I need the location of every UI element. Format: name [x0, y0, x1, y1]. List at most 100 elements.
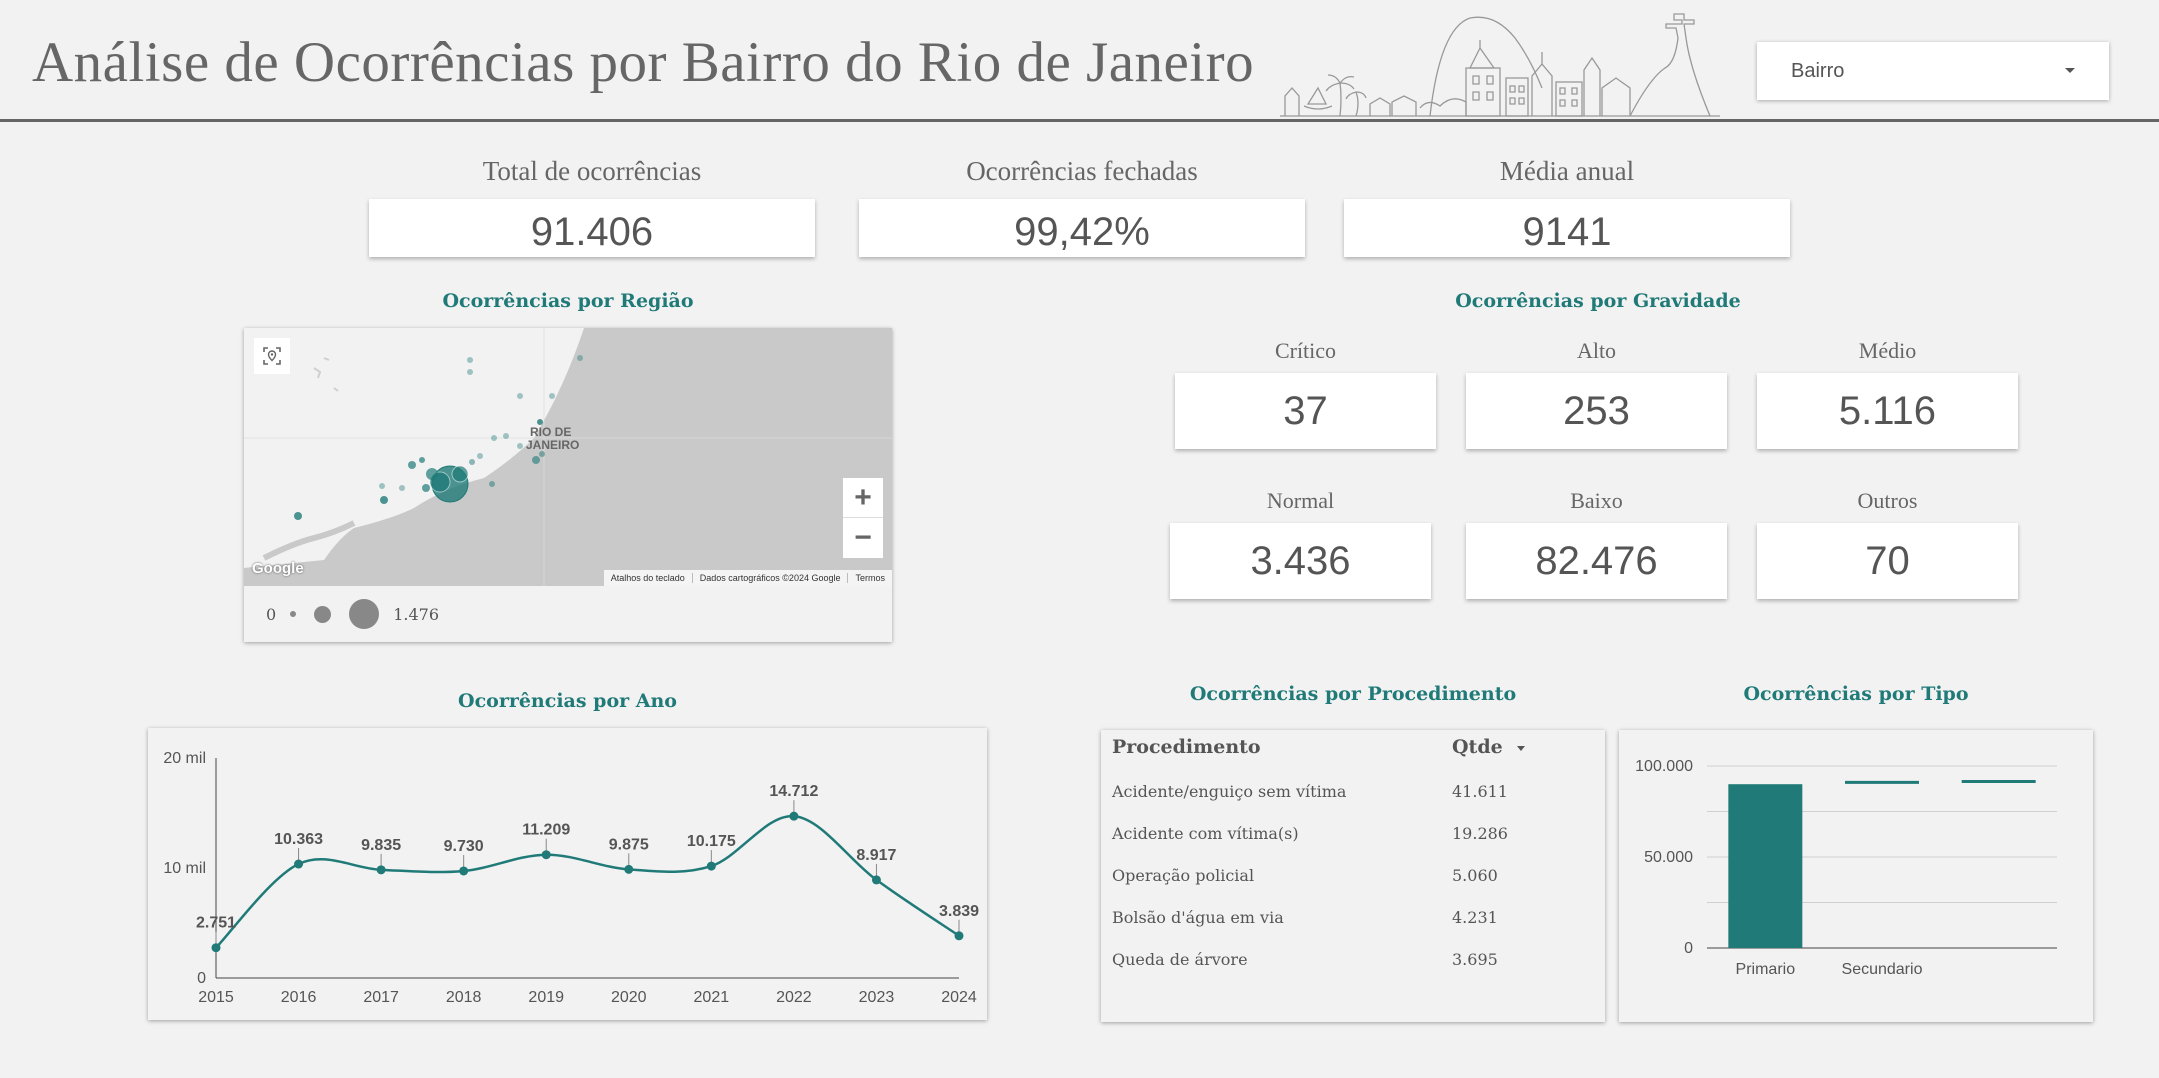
map-section-title: Ocorrências por Região: [442, 290, 694, 312]
legend-bubble-medium: [314, 605, 332, 623]
severity-outros: Outros 70: [1757, 488, 2018, 599]
locate-icon: [263, 347, 281, 365]
gravidade-section-title: Ocorrências por Gravidade: [1455, 290, 1741, 312]
locate-me-button[interactable]: [254, 338, 290, 374]
y-tick-label: 50.000: [1644, 849, 1693, 866]
data-label: 14.712: [769, 783, 818, 800]
severity-value: 37: [1175, 373, 1436, 449]
cell-qtde: 4.231: [1452, 908, 1498, 927]
data-point: [376, 865, 386, 875]
data-point: [789, 811, 799, 821]
map-size-legend: 0 1.476: [244, 586, 892, 642]
zoom-in-button[interactable]: +: [843, 478, 883, 518]
cell-procedimento: Acidente/enguiço sem vítima: [1112, 782, 1347, 801]
zoom-out-button[interactable]: −: [843, 518, 883, 558]
table-row[interactable]: Acidente/enguiço sem vítima 41.611: [1101, 774, 1605, 816]
map-place-label: JANEIRO: [526, 438, 579, 452]
data-point: [211, 943, 221, 953]
sort-desc-icon: [1517, 745, 1526, 751]
severity-value: 3.436: [1170, 523, 1431, 599]
bar-chart-panel: 0 50.000 100.000 Primario Secundario: [1619, 730, 2093, 1022]
table-row[interactable]: Bolsão d'água em via 4.231: [1101, 900, 1605, 942]
cell-procedimento: Acidente com vítima(s): [1112, 824, 1299, 843]
x-tick-label: 2015: [198, 989, 234, 1006]
tipo-section-title: Ocorrências por Tipo: [1743, 683, 1969, 705]
x-tick-label: 2019: [528, 989, 564, 1006]
table-body: Acidente/enguiço sem vítima 41.611 Acide…: [1101, 774, 1605, 984]
kpi-label: Média anual: [1499, 156, 1635, 186]
map-place-label: RIO DE: [530, 425, 571, 439]
severity-medio: Médio 5.116: [1757, 338, 2018, 449]
column-header-procedimento[interactable]: Procedimento: [1112, 736, 1261, 758]
x-tick-label: 2020: [611, 989, 647, 1006]
column-header-qtde-label: Qtde: [1452, 736, 1503, 758]
header: Análise de Ocorrências por Bairro do Rio…: [0, 0, 2159, 122]
table-row[interactable]: Operação policial 5.060: [1101, 858, 1605, 900]
region-map[interactable]: RIO DE JANEIRO: [244, 328, 892, 586]
severity-label: Médio: [1858, 338, 1917, 363]
series-line: [215, 814, 960, 949]
severity-baixo: Baixo 82.476: [1466, 488, 1727, 599]
legend-bubble-large: [349, 599, 380, 629]
data-label: 10.175: [687, 833, 736, 850]
y-tick-label: 20 mil: [163, 750, 206, 767]
cell-qtde: 3.695: [1452, 950, 1498, 969]
x-tick-label: Primario: [1736, 961, 1796, 978]
y-tick-label: 0: [1684, 940, 1693, 957]
severity-label: Normal: [1266, 488, 1335, 513]
data-label: 2.751: [196, 915, 236, 932]
chevron-down-icon: [2065, 68, 2075, 73]
cell-procedimento: Bolsão d'água em via: [1112, 908, 1284, 927]
kpi-value: 9141: [1344, 199, 1790, 257]
x-tick-label: 2023: [859, 989, 895, 1006]
procedimento-table: Procedimento Qtde Acidente/enguiço sem v…: [1101, 730, 1605, 1022]
map-data-attribution: Dados cartográficos ©2024 Google: [691, 573, 848, 583]
google-logo: Google: [252, 560, 304, 577]
data-label: 9.875: [609, 836, 649, 853]
y-tick-label: 10 mil: [163, 860, 206, 877]
keyboard-shortcuts-link[interactable]: Atalhos do teclado: [610, 573, 685, 583]
bairro-select-label: Bairro: [1791, 60, 1845, 82]
severity-value: 253: [1466, 373, 1727, 449]
data-label: 10.363: [274, 831, 323, 848]
x-tick-label: 2022: [776, 989, 812, 1006]
rio-skyline-illustration: [1280, 13, 1720, 117]
table-row[interactable]: Queda de árvore 3.695: [1101, 942, 1605, 984]
legend-max: 1.476: [393, 604, 439, 624]
column-header-qtde[interactable]: Qtde: [1452, 736, 1526, 758]
severity-label: Alto: [1576, 338, 1617, 363]
data-label: 9.730: [444, 838, 484, 855]
map-markers: [294, 355, 583, 520]
bar-chart: 0 50.000 100.000 Primario Secundario: [1635, 758, 2057, 978]
cell-procedimento: Queda de árvore: [1112, 950, 1248, 969]
map-footer: Atalhos do teclado Dados cartográficos ©…: [603, 570, 892, 586]
kpi-fechadas: Ocorrências fechadas 99,42%: [859, 156, 1305, 257]
kpi-media-anual: Média anual 9141: [1344, 156, 1790, 257]
x-tick-label: 2021: [694, 989, 730, 1006]
x-tick-label: 2017: [363, 989, 399, 1006]
data-label: 11.209: [522, 822, 570, 839]
severity-label: Crítico: [1274, 338, 1337, 363]
line-chart-panel: 0 10 mil 20 mil 2015 2016 2017 2018 2019 2020 202…: [148, 728, 987, 1020]
data-label: 3.839: [939, 903, 979, 920]
bairro-select[interactable]: Bairro: [1757, 42, 2109, 100]
ano-section-title: Ocorrências por Ano: [458, 690, 677, 712]
terms-link[interactable]: Termos: [847, 573, 892, 583]
table-row[interactable]: Acidente com vítima(s) 19.286: [1101, 816, 1605, 858]
procedimento-section-title: Ocorrências por Procedimento: [1189, 683, 1517, 705]
cell-qtde: 41.611: [1452, 782, 1508, 801]
x-tick-label: 2016: [281, 989, 317, 1006]
kpi-value: 91.406: [369, 199, 815, 257]
bar: [1728, 784, 1803, 948]
kpi-label: Total de ocorrências: [482, 156, 702, 186]
data-point: [624, 864, 634, 874]
data-label: 8.917: [856, 847, 896, 864]
kpi-value: 99,42%: [859, 199, 1305, 257]
severity-label: Outros: [1857, 488, 1918, 513]
severity-normal: Normal 3.436: [1170, 488, 1431, 599]
legend-min: 0: [266, 604, 277, 624]
legend-bubble-small: [290, 611, 297, 617]
cell-qtde: 19.286: [1452, 824, 1508, 843]
severity-value: 70: [1757, 523, 2018, 599]
line-chart: 0 10 mil 20 mil 2015 2016 2017 2018 2019 2020 202…: [163, 750, 979, 1006]
